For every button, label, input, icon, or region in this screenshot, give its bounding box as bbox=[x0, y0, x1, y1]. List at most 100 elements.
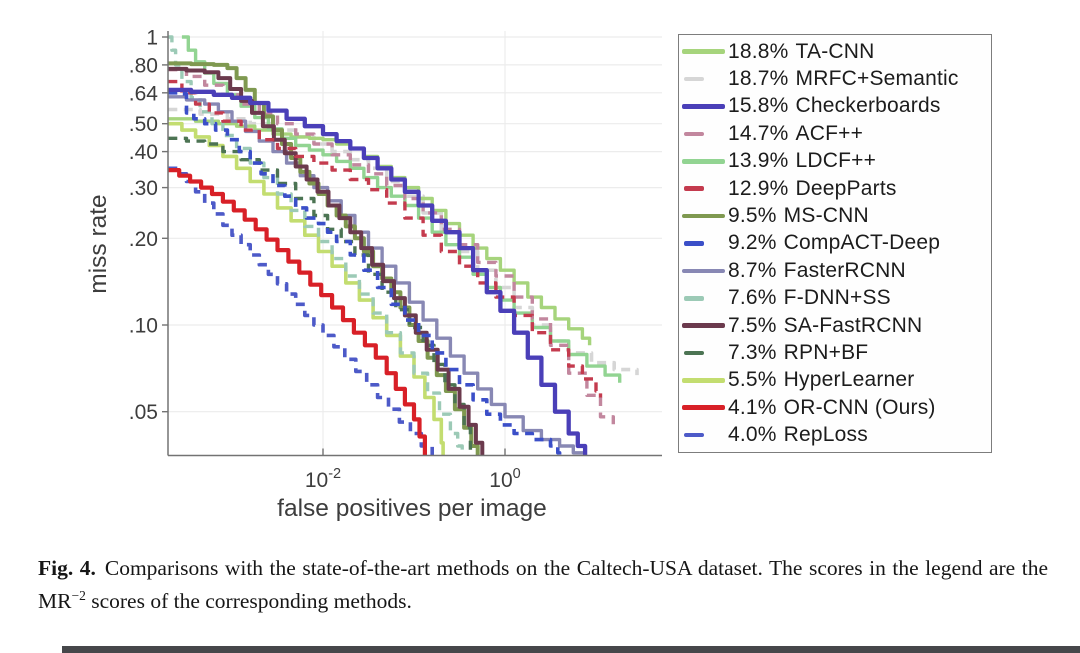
legend-item-ldcf: 13.9% LDCF++ bbox=[682, 148, 987, 174]
legend-method-name: HyperLearner bbox=[783, 368, 915, 392]
legend-score: 8.7% bbox=[728, 258, 777, 282]
legend-swatch-box bbox=[682, 350, 728, 356]
legend-swatch-box bbox=[682, 295, 728, 301]
line-sample-icon bbox=[682, 213, 725, 219]
legend-method-name: F-DNN+SS bbox=[783, 286, 891, 310]
legend-label: 18.7% MRFC+Semantic bbox=[728, 67, 959, 91]
legend-swatch-box bbox=[682, 405, 728, 411]
series-deepparts bbox=[168, 79, 603, 398]
legend-item-f-dnn-ss: 7.6% F-DNN+SS bbox=[682, 285, 987, 311]
line-sample-icon bbox=[684, 186, 704, 191]
series-reploss bbox=[168, 166, 434, 456]
legend-item-sa-fastrcnn: 7.5% SA-FastRCNN bbox=[682, 313, 987, 339]
legend-score: 18.7% bbox=[728, 67, 789, 91]
legend-swatch-box bbox=[682, 432, 728, 438]
legend-item-ms-cnn: 9.5% MS-CNN bbox=[682, 203, 987, 229]
legend-item-ta-cnn: 18.8% TA-CNN bbox=[682, 39, 987, 65]
y-tick-label: .50 bbox=[129, 113, 158, 136]
line-sample-icon bbox=[684, 295, 704, 301]
legend-item-rpn-bf: 7.3% RPN+BF bbox=[682, 340, 987, 366]
line-sample-icon bbox=[682, 268, 725, 274]
legend-method-name: RPN+BF bbox=[783, 340, 869, 364]
caption-text-tail: scores of the corresponding methods. bbox=[85, 589, 412, 614]
y-tick-label: .30 bbox=[129, 177, 158, 200]
legend-swatch-box bbox=[682, 268, 728, 274]
curves bbox=[168, 35, 639, 456]
legend-label: 7.6% F-DNN+SS bbox=[728, 286, 891, 310]
miss-rate-plot: 1 .80 .64 .50 .40 .30 .20 .10 .05 10-2 100 false po… bbox=[85, 27, 662, 522]
legend-label: 15.8% Checkerboards bbox=[728, 94, 941, 118]
y-tick-label: .40 bbox=[129, 141, 158, 164]
legend-score: 4.1% bbox=[728, 395, 777, 419]
line-sample-icon bbox=[682, 49, 725, 54]
series-f-dnn-ss bbox=[168, 35, 464, 456]
line-sample-icon bbox=[682, 323, 725, 328]
legend-label: 8.7% FasterRCNN bbox=[728, 259, 906, 283]
legend-item-or-cnn-ours: 4.1% OR-CNN (Ours) bbox=[682, 395, 987, 421]
caption-superscript: −2 bbox=[71, 588, 86, 604]
y-tick-label: .64 bbox=[129, 82, 159, 105]
legend-swatch-box bbox=[682, 213, 728, 219]
line-sample-icon bbox=[684, 350, 704, 356]
legend-label: 12.9% DeepParts bbox=[728, 177, 897, 201]
legend-method-name: DeepParts bbox=[795, 176, 897, 200]
legend-label: 13.9% LDCF++ bbox=[728, 149, 876, 173]
legend-score: 13.9% bbox=[728, 149, 789, 173]
y-tick-label: 1 bbox=[146, 27, 158, 50]
legend-label: 9.2% CompACT-Deep bbox=[728, 231, 940, 255]
line-sample-icon bbox=[684, 131, 704, 137]
legend-method-name: MRFC+Semantic bbox=[795, 67, 959, 91]
x-tick-label: 10-2 bbox=[305, 466, 341, 492]
line-sample-icon bbox=[682, 104, 725, 109]
legend-swatch-box bbox=[682, 158, 728, 164]
legend-item-checkerboards: 15.8% Checkerboards bbox=[682, 93, 987, 119]
legend-score: 7.3% bbox=[728, 340, 777, 364]
legend-swatch-box bbox=[682, 49, 728, 54]
legend-item-fasterrcnn: 8.7% FasterRCNN bbox=[682, 258, 987, 284]
y-tick-label: .80 bbox=[129, 54, 158, 77]
legend-score: 12.9% bbox=[728, 176, 789, 200]
legend-item-reploss: 4.0% RepLoss bbox=[682, 422, 987, 448]
series-mrfc-semantic bbox=[168, 107, 639, 376]
legend-swatch-box bbox=[682, 104, 728, 109]
legend-label: 4.0% RepLoss bbox=[728, 423, 868, 447]
series-fasterrcnn bbox=[168, 95, 587, 456]
legend-score: 18.8% bbox=[728, 39, 789, 63]
legend-item-mrfc-semantic: 18.7% MRFC+Semantic bbox=[682, 66, 987, 92]
y-axis-label: miss rate bbox=[85, 194, 112, 293]
line-sample-icon bbox=[684, 241, 704, 246]
legend-score: 9.2% bbox=[728, 231, 777, 255]
legend-box: 18.8% TA-CNN 18.7% MRFC+Semantic 15.8% Checke… bbox=[678, 34, 992, 453]
y-tick-label: .05 bbox=[129, 401, 158, 424]
caption-fig-label: Fig. 4. bbox=[38, 556, 96, 580]
legend-score: 15.8% bbox=[728, 94, 789, 118]
legend-label: 14.7% ACF++ bbox=[728, 122, 863, 146]
legend-method-name: Checkerboards bbox=[795, 94, 941, 118]
legend-method-name: MS-CNN bbox=[783, 204, 869, 228]
legend-label: 7.5% SA-FastRCNN bbox=[728, 314, 922, 338]
legend-label: 9.5% MS-CNN bbox=[728, 204, 869, 228]
legend-item-hyperlearner: 5.5% HyperLearner bbox=[682, 367, 987, 393]
legend-score: 7.6% bbox=[728, 286, 777, 310]
axes bbox=[162, 31, 662, 457]
legend-swatch-box bbox=[682, 76, 728, 82]
legend-label: 5.5% HyperLearner bbox=[728, 368, 914, 392]
legend-label: 7.3% RPN+BF bbox=[728, 341, 868, 365]
legend-score: 4.0% bbox=[728, 423, 777, 447]
legend-method-name: TA-CNN bbox=[795, 39, 875, 63]
legend-swatch-box bbox=[682, 241, 728, 246]
legend-label: 18.8% TA-CNN bbox=[728, 40, 875, 64]
legend-swatch-box bbox=[682, 323, 728, 328]
legend-item-compact-deep: 9.2% CompACT-Deep bbox=[682, 230, 987, 256]
series-compact-deep bbox=[168, 91, 562, 456]
legend-swatch-box bbox=[682, 186, 728, 191]
line-sample-icon bbox=[684, 432, 704, 438]
legend-method-name: OR-CNN (Ours) bbox=[783, 395, 936, 419]
legend-score: 7.5% bbox=[728, 313, 777, 337]
legend-method-name: CompACT-Deep bbox=[783, 231, 941, 255]
legend-score: 14.7% bbox=[728, 121, 789, 145]
line-sample-icon bbox=[682, 378, 725, 383]
page-edge-bar bbox=[62, 646, 1080, 653]
series-sa-fastrcnn bbox=[168, 66, 485, 456]
